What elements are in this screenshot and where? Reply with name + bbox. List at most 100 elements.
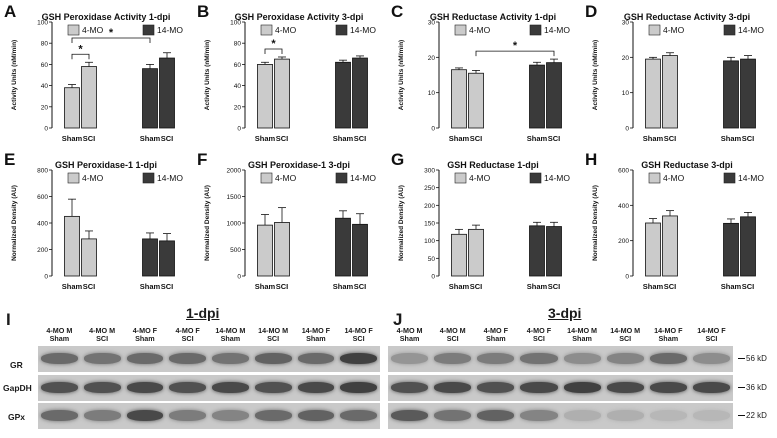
y-tick-label: 50: [428, 256, 436, 263]
bar-old-sham: [335, 61, 351, 129]
x-tick-label: Sham: [140, 282, 161, 291]
blot-band: [434, 382, 472, 393]
bar-young-sci: [468, 72, 484, 129]
legend-label-old: 14-MO: [544, 25, 570, 35]
marker-tick-36: [738, 387, 745, 388]
y-axis-label: Activity Units (nM/min): [592, 40, 599, 110]
y-tick-label: 100: [230, 20, 241, 27]
legend-swatch-young: [260, 172, 273, 184]
legend-label-young: 4-MO: [275, 173, 297, 183]
y-axis-label: Activity Units (nM/min): [204, 40, 211, 110]
lane-label: 4-MO M Sham: [396, 326, 423, 343]
x-tick-label: Sham: [527, 134, 548, 143]
y-tick-label: 60: [234, 62, 242, 69]
bar-young-sci: [81, 238, 97, 277]
x-tick-label: SCI: [470, 282, 483, 291]
lane-label: 4-MO F SCI: [526, 326, 552, 343]
x-tick-label: Sham: [62, 282, 83, 291]
y-tick-label: 40: [234, 83, 242, 90]
legend-swatch-young: [67, 24, 80, 36]
x-tick-label: SCI: [83, 134, 96, 143]
panel-letter-d: D: [585, 2, 597, 21]
lane-label: 14-MO M SCI: [258, 326, 289, 343]
bar-old-sham: [529, 64, 545, 129]
chart-title: GSH Reductase Activity 1-dpi: [430, 12, 556, 22]
blot-band: [477, 382, 515, 393]
bar-young-sham: [645, 58, 661, 129]
significance-bracket: [71, 53, 90, 60]
y-tick-label: 30: [622, 20, 630, 27]
y-tick-label: 30: [428, 20, 436, 27]
y-tick-label: 0: [625, 126, 629, 133]
chart-panel-c: C GSH Reductase Activity 1-dpi 4-MO 14-MO 0 1…: [391, 2, 570, 143]
bar-young-sham: [645, 222, 661, 277]
blot-band: [520, 353, 558, 364]
panel-letter-I: I: [6, 310, 11, 329]
legend-swatch-young: [260, 24, 273, 36]
blot-band: [563, 410, 601, 421]
blot-strip: [38, 346, 380, 372]
chart-title: GSH Peroxidase Activity 3-dpi: [235, 12, 364, 22]
y-tick-label: 10: [428, 90, 436, 97]
blot-band: [520, 382, 558, 393]
x-tick-label: SCI: [548, 282, 561, 291]
blot-band: [126, 353, 164, 364]
y-tick-label: 600: [37, 194, 48, 201]
y-tick-label: 100: [37, 20, 48, 27]
blot-row-label-gapdh: GapDH: [3, 383, 32, 393]
y-tick-label: 0: [237, 274, 241, 281]
bar-young-sci: [662, 55, 678, 129]
blot-strip: [388, 346, 733, 372]
blot-band: [340, 410, 377, 421]
y-axis-label: Normalized Density (AU): [398, 185, 405, 261]
legend-label-old: 14-MO: [157, 25, 183, 35]
bar-charts: A GSH Peroxidase Activity 1-dpi 4-MO 14-MO 0…: [4, 2, 764, 291]
x-tick-label: SCI: [354, 134, 367, 143]
legend-swatch-young: [454, 172, 467, 184]
blot-band: [254, 382, 292, 393]
legend-label-old: 14-MO: [157, 173, 183, 183]
y-tick-label: 1500: [227, 194, 242, 201]
y-axis-label: Normalized Density (AU): [204, 185, 211, 261]
panel-letter-J: J: [393, 310, 403, 329]
lane-label: 4-MO M Sham: [46, 326, 73, 343]
lane-label: 14-MO F Sham: [654, 326, 683, 343]
chart-panel-d: D GSH Reductase Activity 3-dpi 4-MO 14-MO 0 1…: [585, 2, 764, 143]
y-tick-label: 20: [234, 104, 242, 111]
x-tick-label: SCI: [664, 134, 677, 143]
y-tick-label: 200: [424, 203, 435, 210]
x-tick-label: SCI: [354, 282, 367, 291]
blot-band: [434, 410, 472, 421]
y-tick-label: 0: [625, 274, 629, 281]
lane-label: 14-MO M SCI: [610, 326, 641, 343]
x-tick-label: SCI: [161, 134, 174, 143]
legend-swatch-old: [335, 172, 348, 184]
bar-old-sham: [723, 60, 739, 129]
blot-band: [212, 353, 249, 364]
legend-label-young: 4-MO: [82, 173, 104, 183]
chart-title: GSH Reductase Activity 3-dpi: [624, 12, 750, 22]
y-tick-label: 400: [618, 203, 629, 210]
blot-band: [563, 382, 601, 393]
y-tick-label: 250: [424, 185, 435, 192]
y-tick-label: 500: [230, 247, 241, 254]
blot-band: [477, 410, 515, 421]
blot-band: [649, 410, 687, 421]
y-tick-label: 0: [237, 126, 241, 133]
y-tick-label: 150: [424, 221, 435, 228]
significance-star: *: [513, 40, 518, 52]
blot-band: [126, 410, 164, 421]
blot-band: [649, 382, 687, 393]
blot-band: [606, 353, 644, 364]
legend-swatch-young: [67, 172, 80, 184]
blot-band: [340, 382, 377, 393]
y-tick-label: 20: [41, 104, 49, 111]
bar-old-sham: [335, 217, 351, 277]
chart-title: GSH Reductase 3-dpi: [641, 160, 733, 170]
bar-young-sham: [451, 69, 467, 129]
panel-letter-e: E: [4, 150, 15, 169]
x-tick-label: SCI: [548, 134, 561, 143]
lane-label: 4-MO F SCI: [175, 326, 200, 343]
x-tick-label: SCI: [664, 282, 677, 291]
